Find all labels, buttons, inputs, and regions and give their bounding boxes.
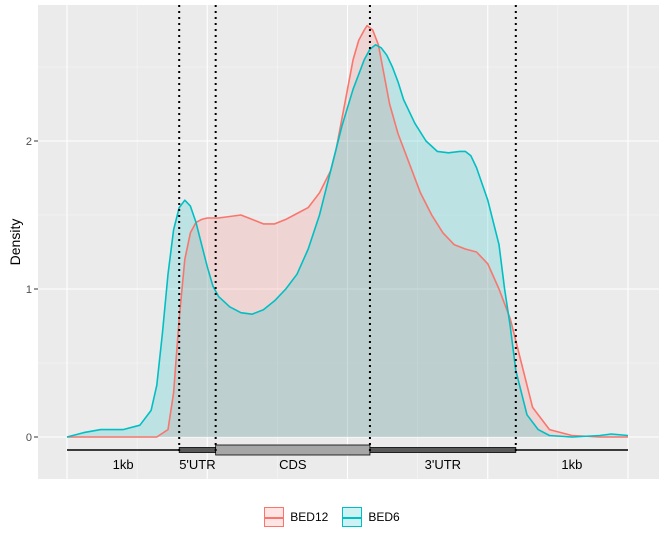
density-area-bed6 xyxy=(67,44,628,438)
y-axis-ticks: 0 1 2 xyxy=(26,136,38,444)
gene-model-utr-box xyxy=(369,447,517,453)
region-label: 1kb xyxy=(561,457,582,472)
legend-label: BED12 xyxy=(290,510,329,524)
legend: BED12 BED6 xyxy=(0,500,664,534)
density-area-bed12 xyxy=(67,25,628,437)
y-tick-label: 2 xyxy=(26,136,32,148)
legend-item-bed6: BED6 xyxy=(342,507,400,527)
legend-label: BED6 xyxy=(368,510,400,524)
region-label: 3'UTR xyxy=(425,457,461,472)
gene-model-cds-box xyxy=(215,444,371,456)
y-tick-label: 1 xyxy=(26,284,32,296)
y-axis-title: Density xyxy=(7,219,23,266)
region-label: 1kb xyxy=(113,457,134,472)
density-line-bed6 xyxy=(66,44,629,438)
gene-model-utr-box xyxy=(178,447,217,453)
legend-key xyxy=(342,507,363,527)
minor-gridlines xyxy=(38,5,659,479)
legend-item-bed12: BED12 xyxy=(264,507,328,527)
legend-key xyxy=(264,507,285,527)
region-label: CDS xyxy=(279,457,307,472)
region-label: 5'UTR xyxy=(179,457,215,472)
density-lines xyxy=(66,24,629,438)
density-areas xyxy=(67,25,628,438)
y-tick-label: 0 xyxy=(26,432,32,444)
density-line-bed12 xyxy=(67,24,628,438)
